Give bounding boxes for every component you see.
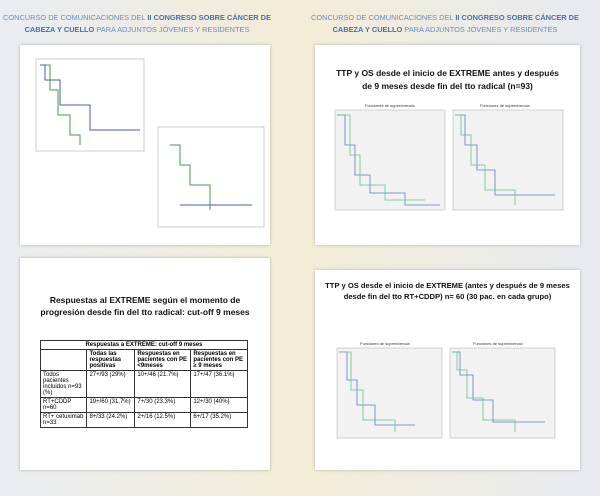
table-cell: 19+/60 (31.7%) [86,397,136,413]
slide-title: TTP y OS desde el inicio de EXTREME (ant… [325,281,570,301]
table-caption: Respuestas a EXTREME: cut-off 9 meses [40,340,248,350]
column-header: Respuestas en pacientes con PE <9meses [134,349,192,371]
table-cell: RT+CDDP n=60 [39,397,88,413]
header-text: CONCURSO DE COMUNICACIONES DEL [3,13,148,22]
response-table: Respuestas a EXTREME: cut-off 9 meses To… [39,340,248,428]
column-header: Respuestas en pacientes con PE ≥ 9 meses [190,349,248,371]
table-cell: Todos pacientes incluidos n=93 (%) [39,370,88,398]
column-header: Todas las respuestas positivas [86,349,136,371]
slide: TTP y OS desde el inicio de EXTREME ante… [315,45,580,245]
table-cell: 8+/33 (24.2%) [86,412,136,428]
header-text: II CONGRESO SOBRE CÁNCER DE CABEZA Y CUE… [24,13,271,34]
header-text: PARA ADJUNTOS JÓVENES Y RESIDENTES [402,25,558,34]
table-cell: 6+/17 (35.2%) [190,412,248,428]
km-plots: Funciones de supervivencia Funciones de … [334,103,564,211]
header: CONCURSO DE COMUNICACIONES DEL II CONGRE… [2,12,272,36]
table-cell: 27+/93 (29%) [86,370,136,398]
km-plots: Funciones de supervivencia Funciones de … [336,341,556,439]
slide [20,45,270,245]
plot-title: Funciones de supervivencia [480,103,530,108]
table-cell: 17+/47 (36.1%) [190,370,248,398]
slide-title: TTP y OS desde el inicio de EXTREME ante… [336,68,559,91]
table-cell: 12+/30 (40%) [190,397,248,413]
header: CONCURSO DE COMUNICACIONES DEL II CONGRE… [310,12,580,36]
table-row: RT+ cetuximab n=33 8+/33 (24.2%) 2+/16 (12… [39,412,248,428]
table-cell: 7+/30 (23.3%) [134,397,192,413]
table-cell: RT+ cetuximab n=33 [39,412,88,428]
plot-title: Funciones de supervivencia [473,341,523,346]
plot-image [35,58,265,228]
header-text: II CONGRESO SOBRE CÁNCER DE CABEZA Y CUE… [332,13,579,34]
table-cell: 2+/16 (12.5%) [134,412,192,428]
header-text: CONCURSO DE COMUNICACIONES DEL [311,13,456,22]
plot-title: Funciones de supervivencia [360,341,410,346]
slide-title: Respuestas al EXTREME según el momento d… [40,295,250,317]
table-cell: 10+/46 (21.7%) [134,370,192,398]
table-row: Todos pacientes incluidos n=93 (%) 27+/93… [39,370,248,398]
slide: Respuestas al EXTREME según el momento d… [20,258,270,470]
table-row: RT+CDDP n=60 19+/60 (31.7%) 7+/30 (23.3%) 1… [39,397,248,413]
plot-title: Funciones de supervivencia [365,103,415,108]
slide: TTP y OS desde el inicio de EXTREME (ant… [315,270,580,470]
header-text: PARA ADJUNTOS JÓVENES Y RESIDENTES [94,25,250,34]
